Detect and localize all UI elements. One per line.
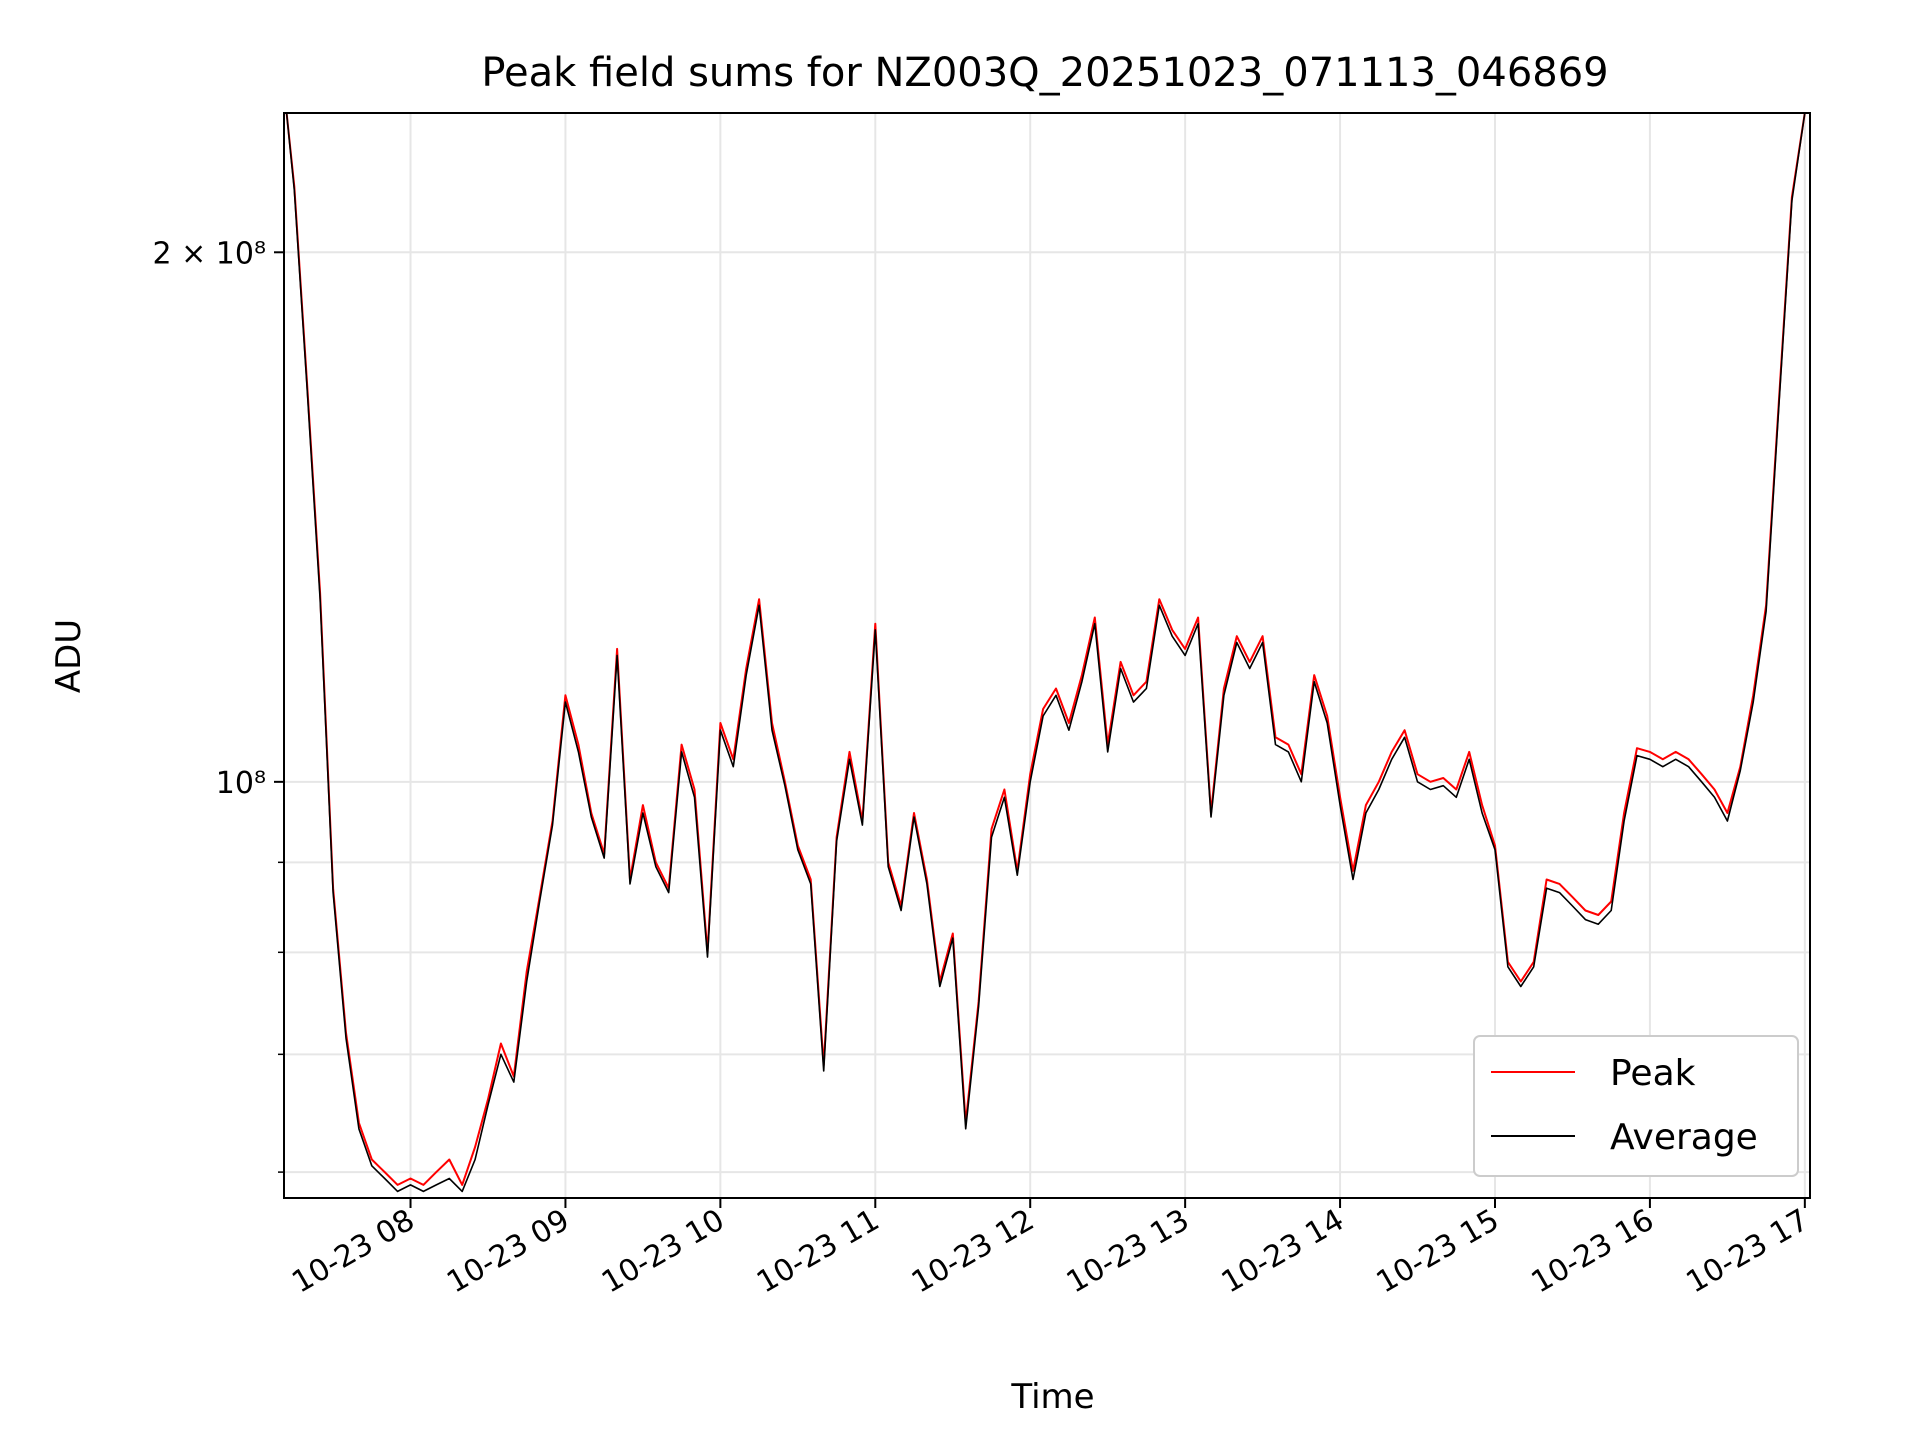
legend-label-peak: Peak (1610, 1053, 1696, 1094)
plot-series (285, 112, 1806, 1193)
y-tick-label: 2 × 10⁸ (153, 236, 267, 271)
y-tick-label: 10⁸ (216, 766, 266, 801)
y-axis-label: ADU (49, 619, 89, 693)
series-line-peak (285, 112, 1806, 1186)
chart-title: Peak field sums for NZ003Q_20251023_0711… (481, 50, 1608, 96)
x-axis-label: Time (1010, 1377, 1094, 1417)
plot-frame (283, 112, 1811, 1199)
legend-label-average: Average (1610, 1117, 1758, 1158)
y-axis-ticks: 2 × 10⁸ 10⁸ (153, 236, 284, 1173)
grid (284, 113, 1810, 1198)
series-line-average (285, 112, 1806, 1193)
legend: Peak Average (1473, 1035, 1799, 1177)
